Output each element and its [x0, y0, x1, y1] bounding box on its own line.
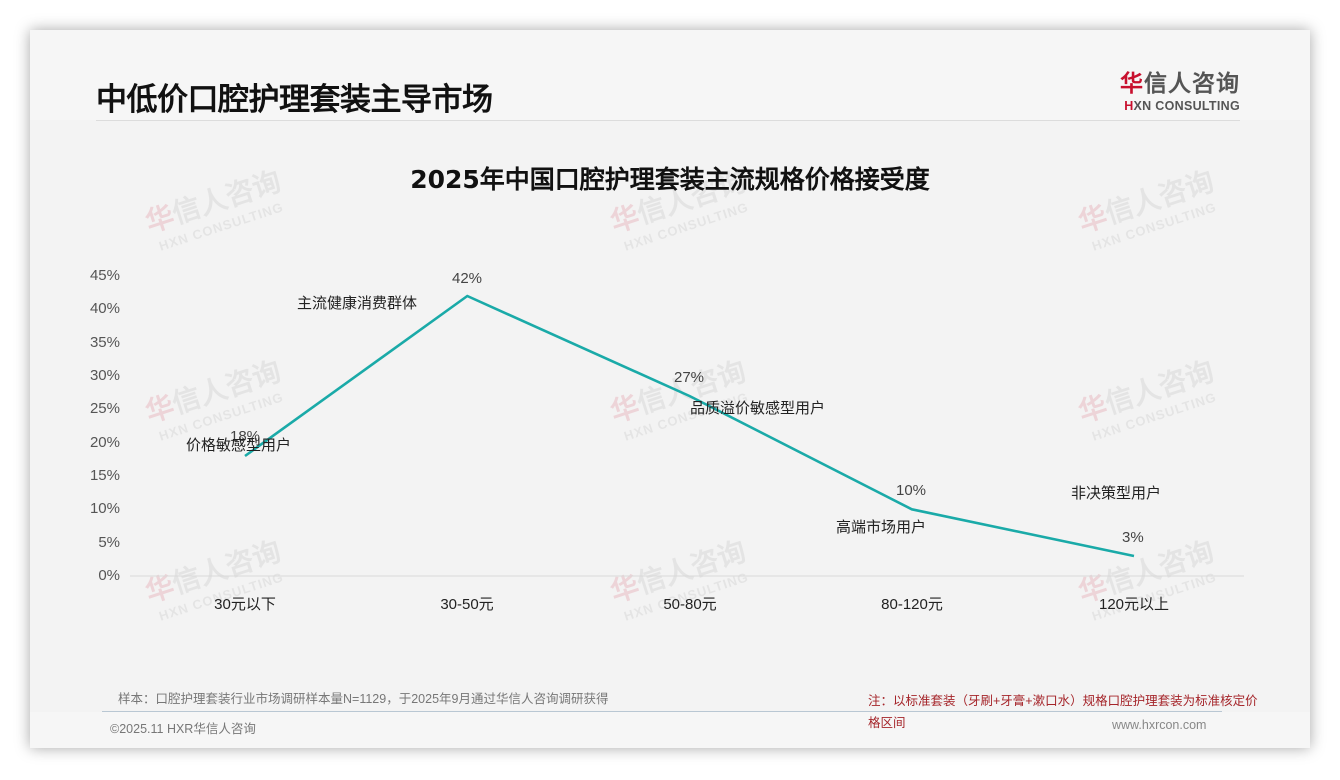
value-label: 18% — [230, 428, 261, 445]
footer-divider — [102, 711, 1222, 712]
y-tick: 40% — [89, 300, 120, 317]
segment-label: 价格敏感型用户 — [186, 437, 292, 454]
x-tick: 80-120元 — [881, 596, 943, 613]
x-tick: 30-50元 — [440, 596, 494, 613]
y-tick: 35% — [89, 334, 120, 351]
y-tick: 15% — [89, 467, 120, 484]
brand-logo: 华信人咨询 HXN CONSULTING — [1110, 64, 1240, 113]
copyright: ©2025.11 HXR华信人咨询 — [110, 722, 256, 736]
footer-band — [30, 712, 1310, 748]
value-label: 42% — [452, 270, 483, 287]
y-tick: 30% — [89, 367, 120, 384]
page-title: 中低价口腔护理套装主导市场 — [96, 82, 493, 118]
y-tick: 25% — [89, 400, 120, 417]
y-tick: 5% — [98, 534, 120, 551]
y-tick: 10% — [89, 500, 120, 517]
website-link[interactable]: www.hxrcon.com — [1112, 718, 1207, 732]
x-tick: 30元以下 — [214, 596, 276, 613]
value-label: 10% — [896, 482, 927, 499]
segment-label: 高端市场用户 — [836, 519, 927, 536]
chart-title: 2025年中国口腔护理套装主流规格价格接受度 — [410, 165, 930, 194]
line-chart — [130, 294, 1244, 577]
header-divider — [96, 120, 1240, 121]
x-tick: 50-80元 — [663, 596, 717, 613]
y-tick: 0% — [98, 567, 120, 584]
footnote: 注：以标准套装（牙刷+牙膏+漱口水）规格口腔护理套装为标准核定价格区间 — [868, 694, 1258, 730]
value-label: 3% — [1122, 529, 1144, 546]
logo-en: HXN CONSULTING — [1124, 99, 1240, 113]
header-band — [30, 30, 1310, 120]
segment-label: 主流健康消费群体 — [297, 295, 418, 312]
logo-cn: 华信人咨询 — [1120, 71, 1240, 97]
x-tick: 120元以上 — [1098, 596, 1170, 613]
source-note: 样本：口腔护理套装行业市场调研样本量N=1129，于2025年9月通过华信人咨询… — [118, 692, 609, 706]
segment-label: 非决策型用户 — [1071, 485, 1162, 502]
value-label: 27% — [674, 369, 705, 386]
segment-label: 品质溢价敏感型用户 — [690, 400, 826, 417]
series-line — [244, 294, 1135, 558]
y-tick: 45% — [89, 267, 120, 284]
slide: 中低价口腔护理套装主导市场 华信人咨询 HXN CONSULTING 华信人咨询… — [30, 30, 1310, 748]
y-tick: 20% — [89, 434, 120, 451]
